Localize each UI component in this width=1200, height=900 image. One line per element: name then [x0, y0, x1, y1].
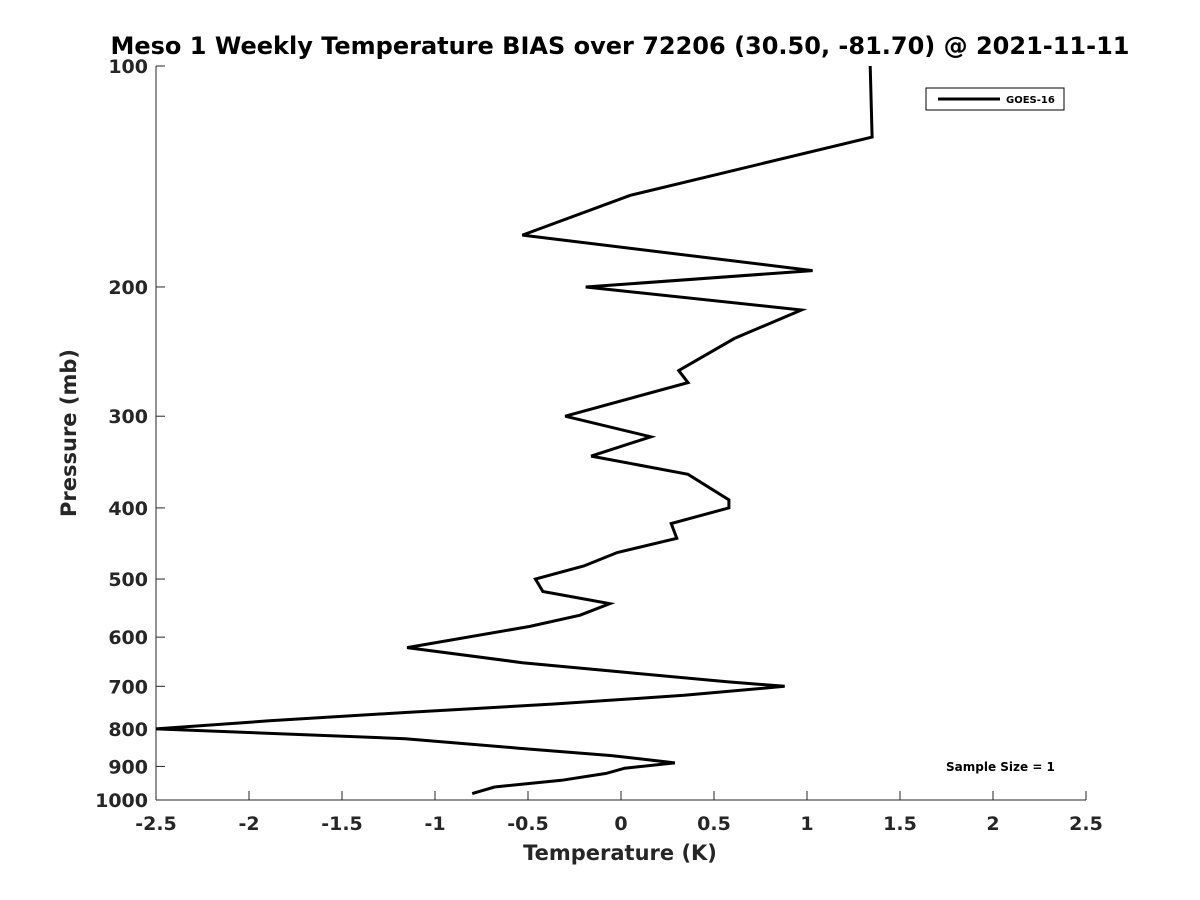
- x-tick-label: 1: [800, 813, 813, 835]
- y-tick-label: 100: [108, 56, 148, 78]
- x-tick-label: 2: [986, 813, 999, 835]
- x-axis-label: Temperature (K): [523, 841, 717, 865]
- y-tick-label: 1000: [95, 790, 148, 812]
- y-tick-label: 200: [108, 277, 148, 299]
- y-tick-label: 600: [108, 627, 148, 649]
- y-tick-label: 400: [108, 498, 148, 520]
- sample-size-annotation: Sample Size = 1: [946, 760, 1055, 774]
- y-tick-label: 300: [108, 406, 148, 428]
- y-axis-label: Pressure (mb): [57, 349, 81, 517]
- series-layer: [155, 65, 874, 796]
- legend: GOES-16: [925, 87, 1065, 111]
- x-tick-label: -1: [424, 813, 445, 835]
- y-tick-label: 500: [108, 569, 148, 591]
- x-tick-label: 1.5: [883, 813, 917, 835]
- x-tick-label: -0.5: [507, 813, 549, 835]
- axes: -2.5 -2 -1.5 -1 -0.5 0 0.5 1 1.5 2 2.5 100 200 300 400…: [95, 56, 1103, 835]
- x-tick-label: 2.5: [1069, 813, 1103, 835]
- x-tick-label: -2: [238, 813, 259, 835]
- x-tick-label: -1.5: [321, 813, 363, 835]
- series-line-goes-16: [155, 65, 874, 796]
- x-tick-label: 0: [614, 813, 627, 835]
- y-tick-label: 900: [108, 756, 148, 778]
- chart-title: Meso 1 Weekly Temperature BIAS over 7220…: [110, 32, 1129, 60]
- y-tick-label: 700: [108, 676, 148, 698]
- legend-entry-goes-16: GOES-16: [1006, 95, 1055, 106]
- x-tick-label: 0.5: [697, 813, 731, 835]
- x-tick-label: -2.5: [135, 813, 177, 835]
- y-tick-label: 800: [108, 719, 148, 741]
